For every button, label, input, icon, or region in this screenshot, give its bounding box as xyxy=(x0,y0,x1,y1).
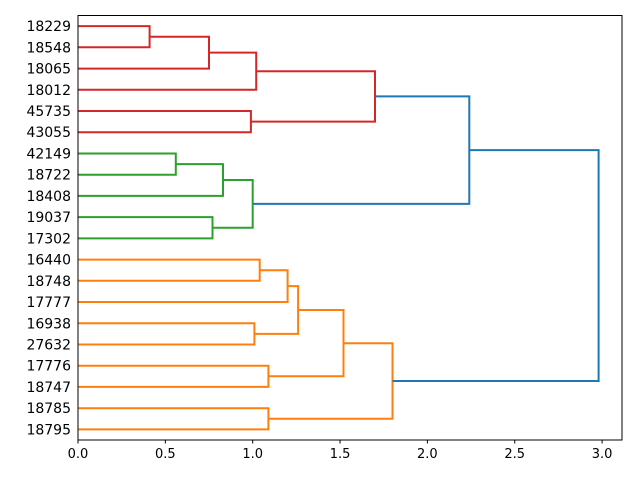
leaf-label: 18795 xyxy=(26,422,71,438)
leaf-label: 19037 xyxy=(26,210,71,226)
x-tick-label: 2.5 xyxy=(504,447,525,462)
leaf-label: 16440 xyxy=(26,253,71,269)
dendrogram-link xyxy=(78,407,270,431)
dendrogram-link xyxy=(268,309,345,378)
dendrogram-link xyxy=(392,149,600,382)
leaf-label: 18065 xyxy=(26,62,71,78)
dendrogram-link xyxy=(78,152,177,176)
plot-frame xyxy=(77,15,623,441)
leaf-label: 18785 xyxy=(26,401,71,417)
leaf-label: 16938 xyxy=(26,316,71,332)
leaf-label: 18229 xyxy=(26,19,71,35)
dendrogram-link xyxy=(78,35,210,70)
leaf-label: 17776 xyxy=(26,359,71,375)
leaf-label: 18722 xyxy=(26,168,71,184)
dendrogram-link xyxy=(252,95,471,205)
dendrogram-link xyxy=(250,70,376,123)
x-tick-label: 3.0 xyxy=(592,447,613,462)
leaf-label: 42149 xyxy=(26,146,71,162)
x-tick-label: 1.0 xyxy=(242,447,263,462)
dendrogram-link xyxy=(78,322,256,346)
dendrogram-links xyxy=(78,25,600,431)
x-tick-label: 1.5 xyxy=(330,447,351,462)
leaf-label: 43055 xyxy=(26,125,71,141)
dendrogram-link xyxy=(78,51,258,91)
dendrogram-link xyxy=(78,364,270,388)
dendrogram-link xyxy=(78,258,261,282)
leaf-label: 18012 xyxy=(26,83,71,99)
leaf-label: 27632 xyxy=(26,337,71,353)
leaf-label: 17777 xyxy=(26,295,71,311)
dendrogram-link xyxy=(78,163,224,197)
leaf-labels: 18229 18548 18065 18012 45735 43055 42149 18722… xyxy=(26,19,71,438)
dendrogram-link xyxy=(254,285,300,335)
leaf-label: 45735 xyxy=(26,104,71,120)
dendrogram-link xyxy=(212,179,254,229)
x-axis: 0.0 0.5 1.0 1.5 2.0 2.5 3.0 xyxy=(68,440,613,462)
leaf-label: 18548 xyxy=(26,40,71,56)
leaf-label: 18747 xyxy=(26,380,71,396)
dendrogram-link xyxy=(268,342,394,420)
x-tick-label: 0.0 xyxy=(68,447,89,462)
leaf-label: 18408 xyxy=(26,189,71,205)
leaf-label: 18748 xyxy=(26,274,71,290)
leaf-label: 17302 xyxy=(26,231,71,247)
dendrogram-link xyxy=(78,110,252,134)
x-tick-label: 0.5 xyxy=(155,447,176,462)
x-tick-label: 2.0 xyxy=(417,447,438,462)
dendrogram-link xyxy=(78,25,151,49)
dendrogram-link xyxy=(78,269,289,303)
dendrogram-link xyxy=(78,216,214,240)
